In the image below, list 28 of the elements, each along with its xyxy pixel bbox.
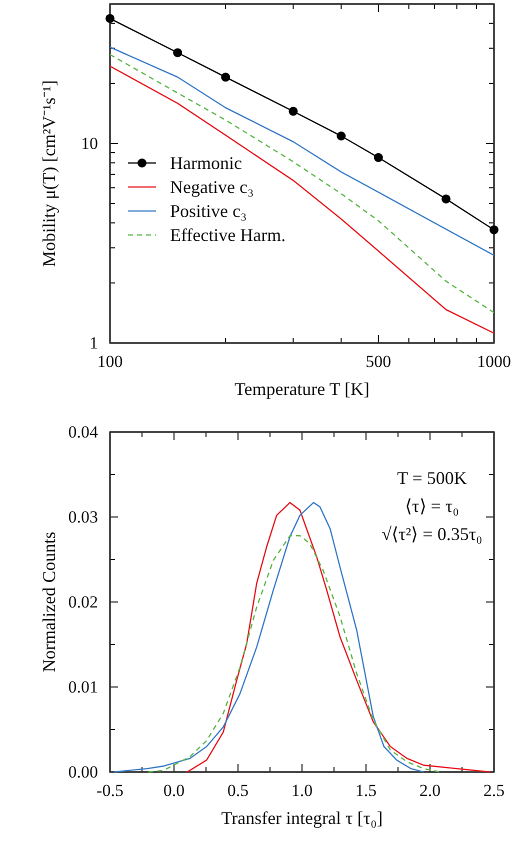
- y-axis-title: Mobility μ(T) [cm²V⁻¹s⁻¹]: [39, 80, 59, 267]
- y-tick-label: 0.01: [68, 677, 98, 696]
- x-tick-label: 2.0: [419, 781, 441, 800]
- y-axis-title: Normalized Counts: [39, 532, 59, 672]
- x-tick-label: 100: [97, 352, 123, 372]
- y-tick-label: 0.04: [68, 422, 98, 442]
- legend-label: Negative c₃: [170, 177, 254, 197]
- annotation: √⟨τ²⟩ = 0.35τ₀: [382, 524, 482, 544]
- y-tick-label: 0.02: [68, 592, 98, 612]
- x-tick-label: 1.5: [355, 781, 377, 800]
- y-tick-label: 10: [81, 134, 98, 153]
- legend-label: Positive c₃: [170, 201, 247, 221]
- x-tick-label: 1.0: [291, 781, 313, 800]
- x-tick-label: 500: [366, 352, 392, 372]
- y-tick-label: 0.00: [68, 762, 98, 782]
- x-axis-title: Transfer integral τ [τ₀]: [221, 808, 383, 828]
- x-tick-label: 1000: [477, 352, 511, 372]
- legend-label: Effective Harm.: [170, 225, 286, 245]
- x-tick-label: 2.5: [483, 781, 505, 800]
- x-tick-label: 0.0: [163, 781, 185, 800]
- x-axis-title: Temperature T [K]: [234, 379, 370, 399]
- y-tick-label: 1: [90, 333, 98, 352]
- x-tick-label: 0.5: [227, 781, 249, 800]
- legend-label: Harmonic: [170, 153, 242, 173]
- annotation: T = 500K: [397, 468, 467, 488]
- y-tick-label: 0.03: [68, 507, 98, 526]
- x-tick-label: -0.5: [96, 781, 124, 800]
- annotation: ⟨τ⟩ = τ₀: [405, 496, 459, 516]
